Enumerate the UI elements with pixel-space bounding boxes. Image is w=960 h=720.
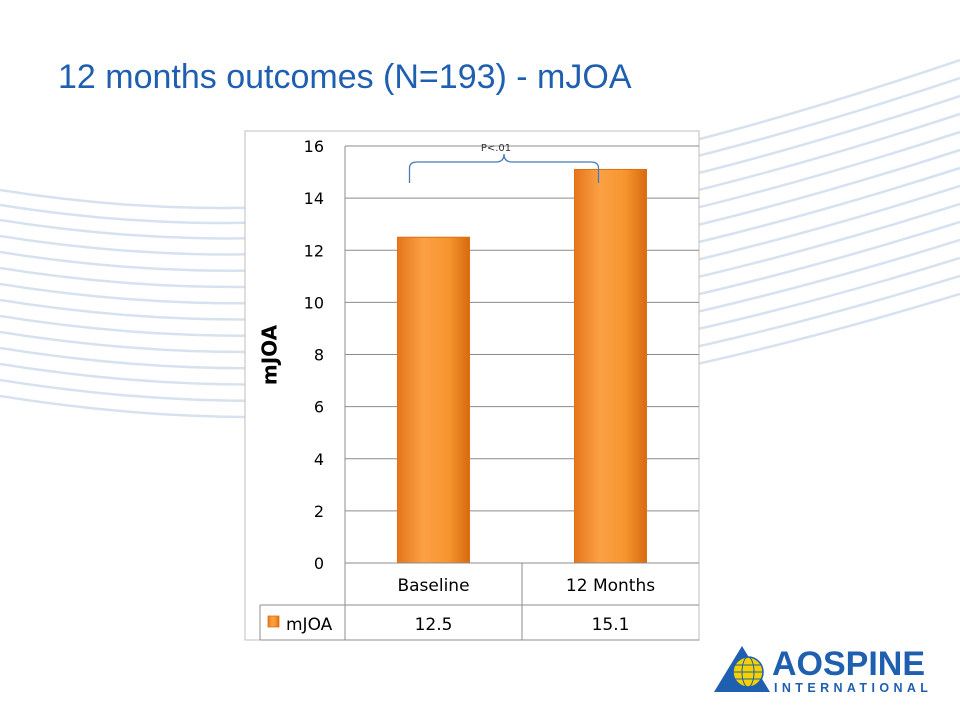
bar-baseline: [397, 236, 470, 564]
x-category-label: 12 Months: [566, 576, 655, 596]
y-tick-label: 16: [304, 137, 324, 156]
table-series-label: mJOA: [286, 615, 333, 635]
table-value: 15.1: [592, 615, 630, 635]
bar-12-months: [574, 168, 647, 564]
table-value: 12.5: [415, 615, 453, 635]
significance-annotation: P<.01: [481, 143, 511, 154]
y-tick-label: 0: [314, 554, 324, 573]
legend-swatch: [267, 615, 280, 628]
y-axis-ticks: 0 2 4 6 8 10 12 14 16: [304, 137, 324, 573]
y-axis-label: mJOA: [258, 324, 282, 385]
y-tick-label: 8: [314, 346, 324, 365]
logo-wordmark: AOSPINE: [772, 645, 925, 683]
x-category-label: Baseline: [397, 576, 469, 596]
y-tick-label: 2: [314, 502, 324, 521]
y-tick-label: 12: [304, 241, 324, 260]
y-tick-label: 4: [314, 450, 324, 469]
y-tick-label: 10: [304, 293, 324, 312]
slide-title: 12 months outcomes (N=193) - mJOA: [58, 58, 632, 96]
significance-bracket: [408, 153, 600, 183]
y-tick-label: 14: [304, 189, 324, 208]
logo-subtitle: INTERNATIONAL: [774, 681, 932, 695]
data-table: Baseline 12.5 12 Months 15.1 mJOA: [259, 562, 699, 641]
bars: [397, 168, 647, 564]
y-tick-label: 6: [314, 398, 324, 417]
